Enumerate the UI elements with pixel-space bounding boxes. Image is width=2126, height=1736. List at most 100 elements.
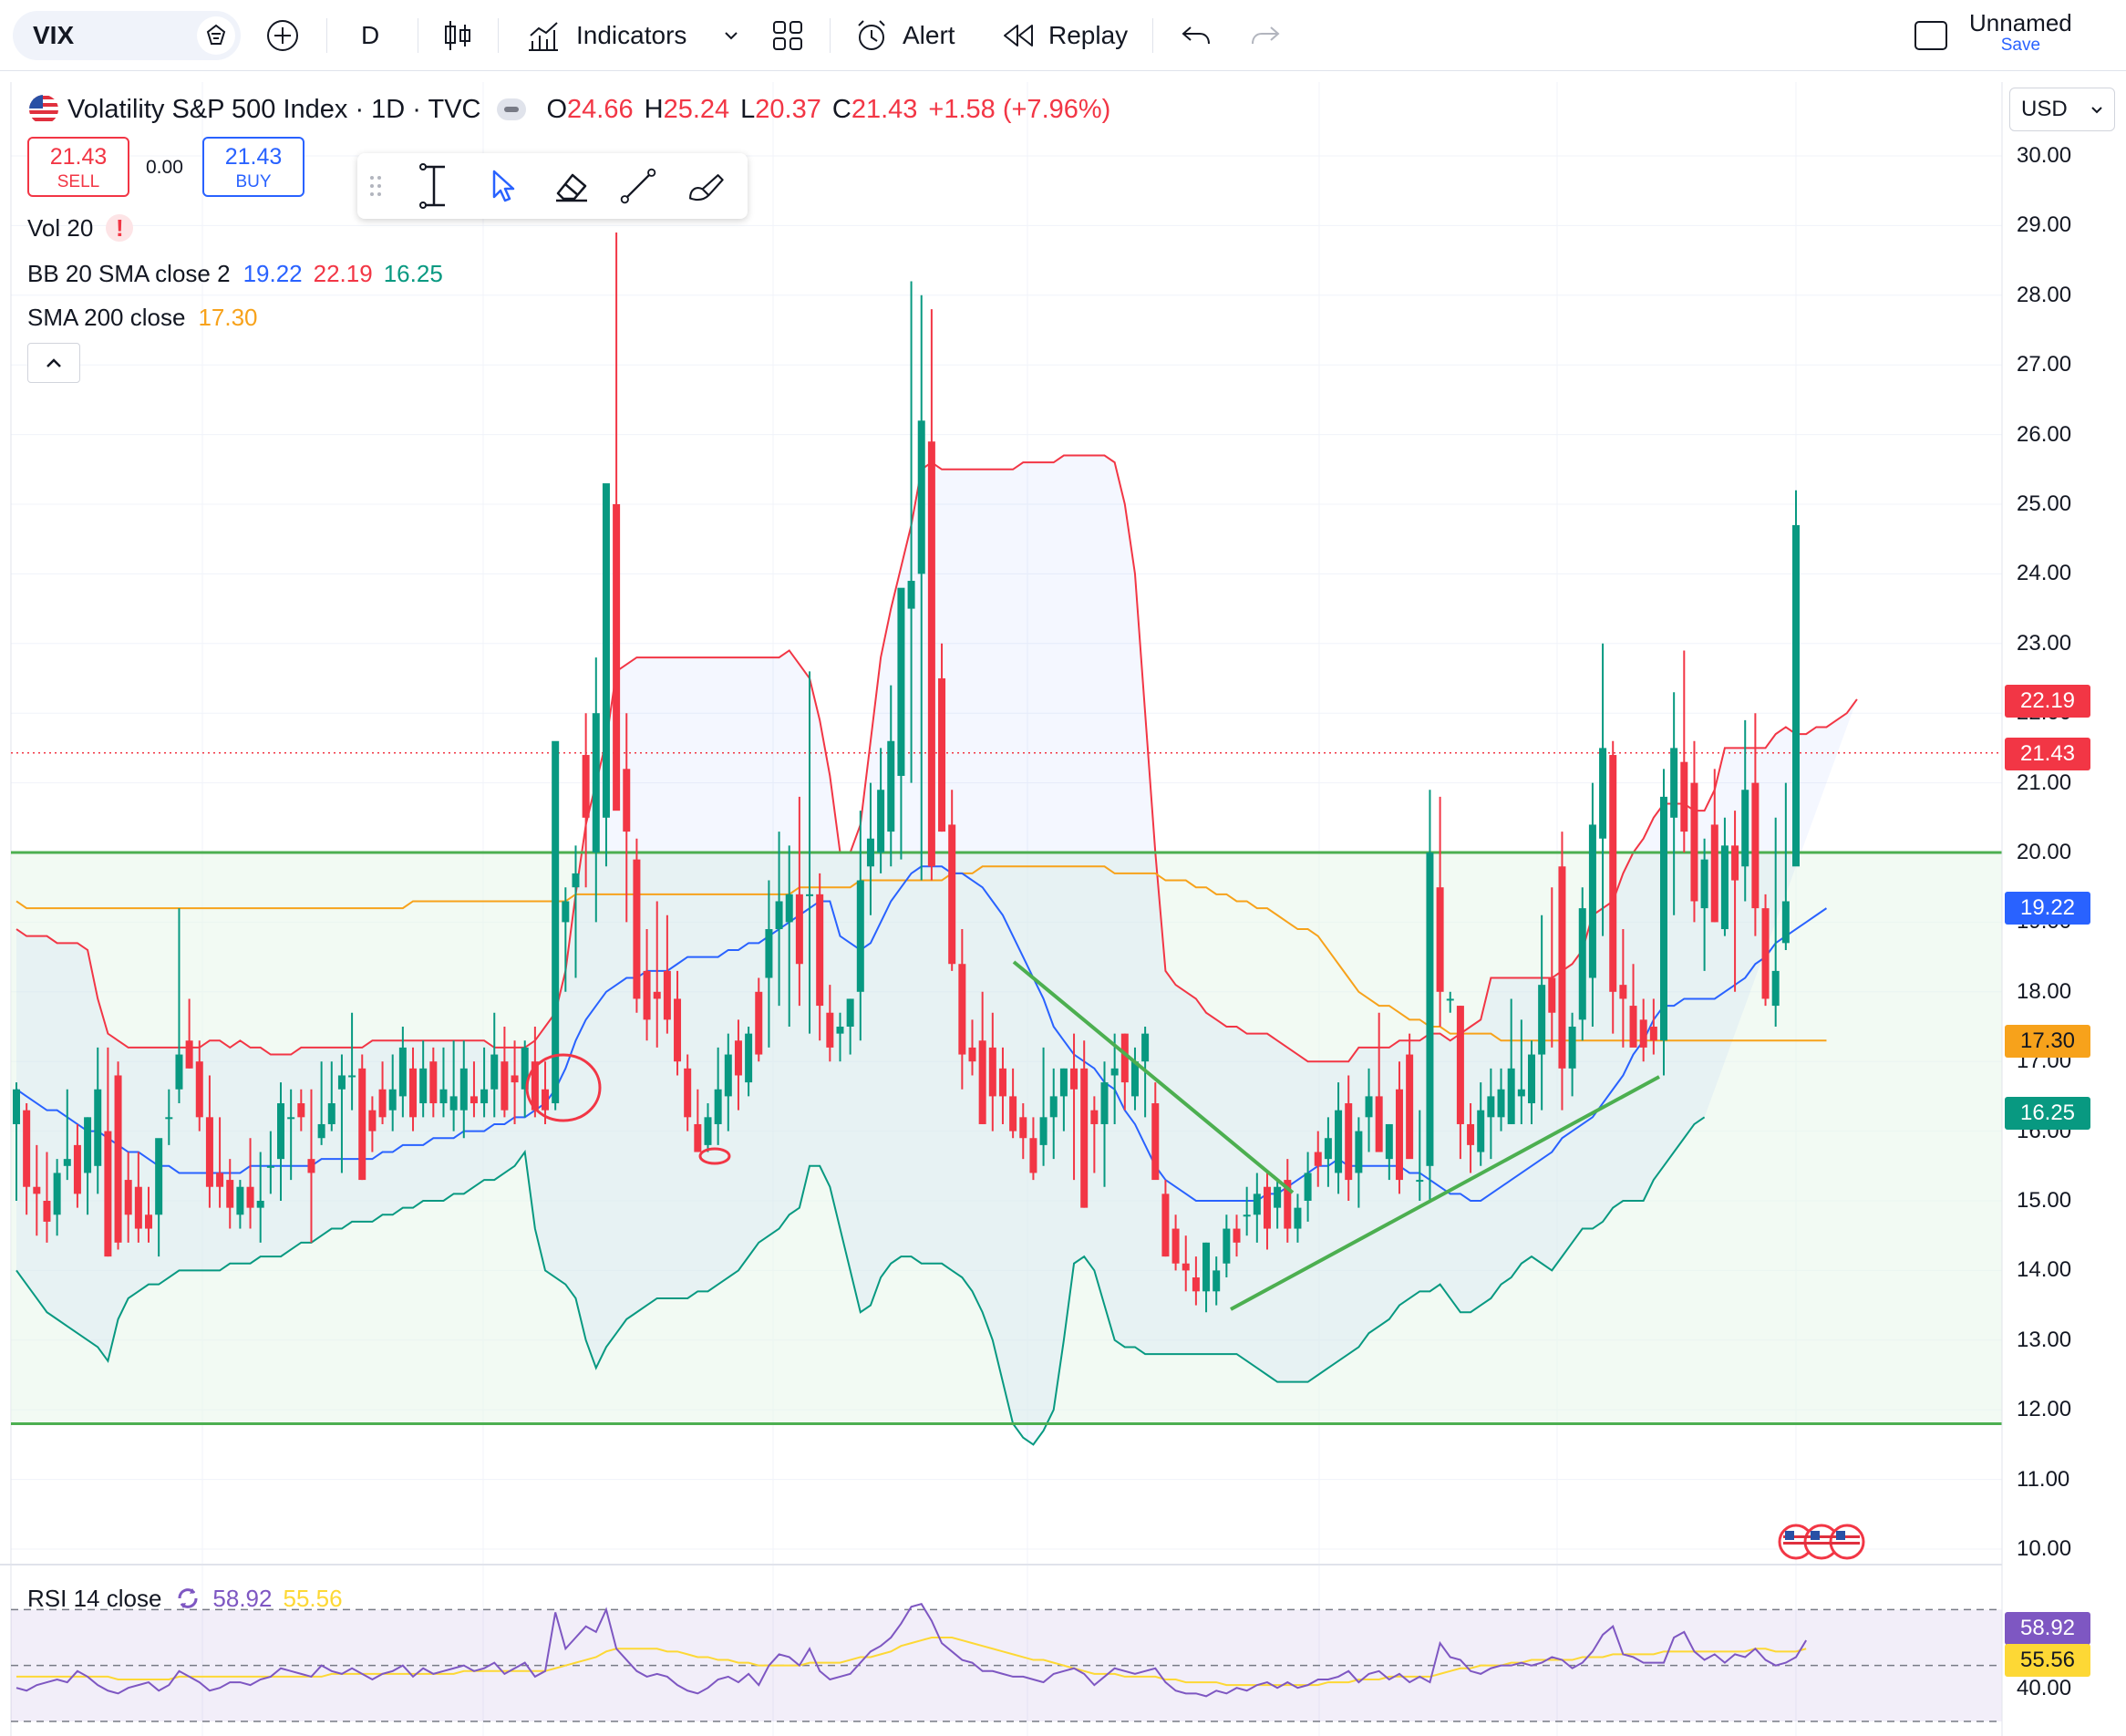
fullscreen-button[interactable] — [1913, 0, 1949, 71]
indicators-dropdown[interactable] — [720, 0, 742, 71]
candle-body — [1284, 1180, 1292, 1229]
templates-button[interactable] — [771, 0, 804, 71]
candle-body — [43, 1201, 51, 1222]
candle-body — [195, 1061, 203, 1118]
candle-body — [836, 1027, 844, 1034]
eraser-tool-button[interactable] — [551, 166, 591, 206]
candle-body — [542, 1089, 550, 1111]
bb-basis-value: 19.22 — [243, 259, 303, 287]
currency-selector[interactable]: USD — [2009, 88, 2115, 131]
save-label[interactable]: Save — [2000, 36, 2041, 55]
undo-button[interactable] — [1180, 0, 1213, 71]
candle-body — [1781, 901, 1790, 944]
volume-legend: Vol 20 ! — [27, 210, 134, 246]
symbol-search-box[interactable]: VIX — [13, 11, 241, 60]
chart-type-button[interactable] — [441, 0, 474, 71]
candle-body — [978, 1040, 986, 1124]
bb-basis-axis-label: 19.22 — [2005, 892, 2090, 925]
drag-handle-icon[interactable] — [365, 166, 387, 206]
candle-body — [1274, 1186, 1282, 1208]
market-status-icon[interactable] — [497, 98, 527, 120]
alert-button[interactable]: Alert — [853, 0, 955, 71]
candle-body — [1314, 1152, 1322, 1166]
price-axis-tick: 27.00 — [2017, 352, 2072, 377]
candle-body — [23, 1110, 31, 1187]
open-value: 24.66 — [567, 94, 634, 124]
layout-save[interactable]: Unnamed Save — [1969, 9, 2072, 56]
high-label: H — [644, 94, 664, 124]
trend-line — [1230, 1075, 1660, 1311]
candle-body — [1416, 1180, 1424, 1183]
candle-body — [877, 790, 885, 852]
redo-button[interactable] — [1249, 0, 1282, 71]
candle-body — [1731, 845, 1739, 881]
candle-body — [653, 991, 661, 999]
warning-icon[interactable]: ! — [106, 214, 134, 242]
last-price-axis-label: 21.43 — [2005, 738, 2090, 770]
arrow-tool-button[interactable] — [483, 166, 523, 206]
candle-body — [531, 1061, 539, 1111]
toolbar-divider — [498, 18, 499, 53]
candle-body — [1538, 985, 1546, 1055]
candle-body — [907, 581, 915, 609]
high-value: 25.24 — [663, 94, 730, 124]
symbol-search-icon[interactable] — [197, 16, 235, 55]
indicators-button[interactable]: Indicators — [525, 0, 686, 71]
candle-body — [1335, 1110, 1343, 1173]
candle-body — [1182, 1263, 1190, 1271]
sell-button[interactable]: 21.43 SELL — [27, 137, 129, 197]
candle-body — [1161, 1194, 1170, 1257]
chevron-down-icon — [2091, 107, 2102, 114]
interval-button[interactable]: D — [361, 21, 380, 49]
bb-legend: BB 20 SMA close 2 19.22 22.19 16.25 — [27, 255, 443, 292]
buy-label: BUY — [235, 172, 272, 191]
candle-body — [775, 901, 783, 930]
economic-events[interactable] — [1778, 1523, 1865, 1561]
candle-body — [501, 1061, 509, 1111]
change-value: +1.58 (+7.96%) — [928, 94, 1111, 124]
rsi-value: 58.92 — [212, 1584, 273, 1612]
rsi-axis-label: 58.92 — [2005, 1612, 2090, 1645]
compare-add-button[interactable] — [264, 0, 301, 71]
price-axis-tick: 26.00 — [2017, 421, 2072, 447]
candle-body — [449, 1096, 458, 1111]
candle-body — [1771, 970, 1780, 1007]
candle-body — [297, 1103, 305, 1118]
trendline-tool-button[interactable] — [618, 166, 658, 206]
bb-fill — [16, 455, 1857, 1445]
replay-button[interactable]: Replay — [1001, 0, 1128, 71]
candle-body — [205, 1117, 213, 1187]
candle-body — [266, 1165, 274, 1168]
candle-body — [1253, 1194, 1261, 1215]
candle-body — [511, 1075, 519, 1083]
candle-body — [1761, 908, 1770, 999]
square-icon — [1914, 21, 1947, 50]
candle-body — [1110, 1068, 1119, 1076]
candle-body — [155, 1138, 163, 1215]
sma-legend: SMA 200 close 17.30 — [27, 299, 258, 336]
price-axis-tick: 12.00 — [2017, 1397, 2072, 1422]
candle-body — [1090, 1110, 1099, 1124]
price-axis-tick: 28.00 — [2017, 282, 2072, 307]
candle-body — [409, 1068, 418, 1118]
candle-body — [1202, 1242, 1211, 1292]
candle-body — [165, 1117, 173, 1120]
candle-body — [684, 1068, 692, 1118]
loading-icon — [174, 1585, 201, 1612]
candle-body — [613, 504, 621, 811]
buy-button[interactable]: 21.43 BUY — [202, 137, 304, 197]
collapse-legend-button[interactable] — [27, 343, 80, 383]
candle-body — [73, 1144, 81, 1194]
candle-body — [1497, 1089, 1505, 1118]
cursor-tool-button[interactable] — [414, 163, 454, 209]
price-axis-tick: 20.00 — [2017, 840, 2072, 864]
chevron-down-icon — [725, 32, 738, 40]
candle-body — [785, 894, 793, 923]
candle-body — [998, 1068, 1006, 1097]
price-axis-tick: 25.00 — [2017, 491, 2072, 516]
candle-body — [114, 1075, 122, 1243]
candle-body — [1365, 1096, 1373, 1118]
circle-marker — [698, 1147, 731, 1165]
brush-tool-button[interactable] — [686, 166, 726, 206]
